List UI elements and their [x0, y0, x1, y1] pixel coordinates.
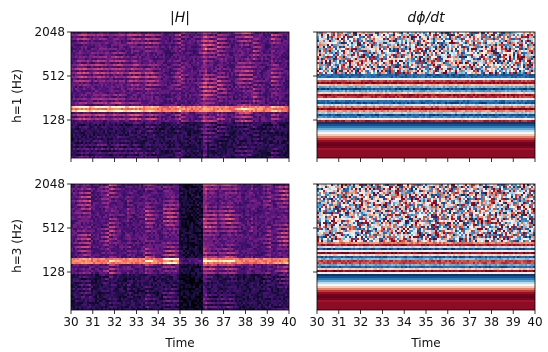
x-tick-label: 32 — [353, 315, 368, 329]
x-axis-label-right: Time — [410, 336, 440, 350]
x-tick-label: 34 — [151, 315, 166, 329]
x-tick-label: 31 — [85, 315, 100, 329]
row-label-h1: h=1 (Hz) — [10, 69, 24, 123]
y-tick-label: 128 — [42, 113, 65, 127]
y-tick-label: 512 — [42, 69, 65, 83]
heatmap-image — [71, 32, 289, 158]
panel-magnitude-h3: 2048 512 128 30 31 32 33 34 35 36 37 38 39 40 — [34, 177, 296, 329]
x-tick-label: 31 — [331, 315, 346, 329]
x-tick-label: 36 — [440, 315, 455, 329]
x-tick-label: 37 — [216, 315, 231, 329]
x-tick-label: 35 — [418, 315, 433, 329]
x-tick-label: 36 — [194, 315, 209, 329]
y-tick-label: 512 — [42, 221, 65, 235]
panel-phase-h1 — [313, 31, 536, 162]
y-tick-label: 128 — [42, 265, 65, 279]
column-title-magnitude: |H| — [170, 10, 190, 26]
x-tick-label: 34 — [397, 315, 412, 329]
x-tick-label: 37 — [462, 315, 477, 329]
panel-magnitude-h1: 2048 512 128 — [34, 25, 290, 162]
x-tick-label: 33 — [375, 315, 390, 329]
x-tick-label: 39 — [506, 315, 521, 329]
x-tick-label: 35 — [172, 315, 187, 329]
x-tick-label: 32 — [107, 315, 122, 329]
x-tick-label: 40 — [281, 315, 296, 329]
heatmap-image — [71, 184, 289, 310]
row-label-h3: h=3 (Hz) — [10, 219, 24, 273]
x-axis-label-left: Time — [164, 336, 194, 350]
x-tick-label: 40 — [527, 315, 542, 329]
heatmap-image — [317, 184, 535, 310]
x-tick-label: 39 — [260, 315, 275, 329]
x-tick-label: 38 — [238, 315, 253, 329]
x-tick-label: 33 — [129, 315, 144, 329]
heatmap-image — [317, 32, 535, 158]
y-tick-label: 2048 — [34, 177, 65, 191]
x-tick-label: 38 — [484, 315, 499, 329]
x-tick-label: 30 — [63, 315, 78, 329]
panel-phase-h3: 30 31 32 33 34 35 36 37 38 39 40 — [309, 183, 543, 329]
x-tick-label: 30 — [309, 315, 324, 329]
y-tick-label: 2048 — [34, 25, 65, 39]
column-title-phase-derivative: dϕ/dt — [407, 10, 445, 26]
